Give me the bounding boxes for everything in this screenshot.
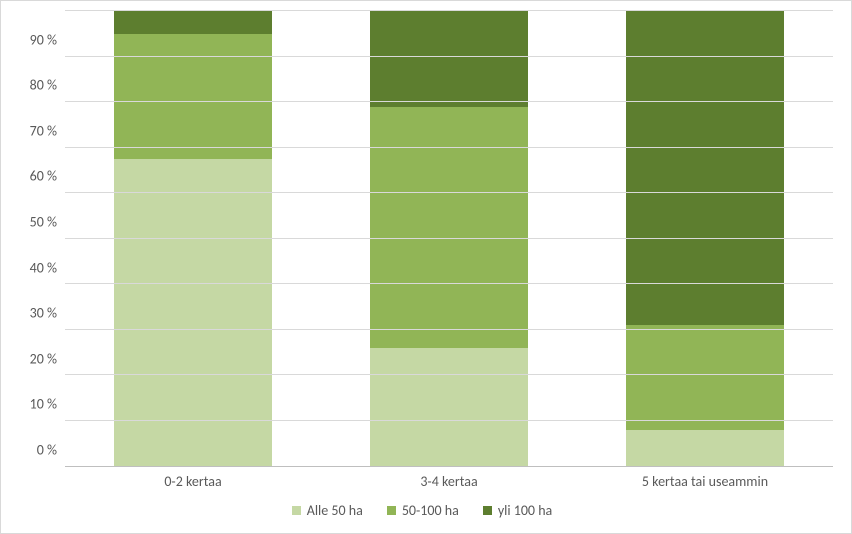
legend-swatch <box>387 506 396 515</box>
bar-slot <box>321 11 577 466</box>
bar-slot <box>577 11 833 466</box>
x-axis-row: 0-2 kertaa3-4 kertaa5 kertaa tai useammi… <box>11 473 833 490</box>
legend-swatch <box>483 506 492 515</box>
grid-line <box>65 420 833 421</box>
y-tick-label: 90 % <box>30 31 57 48</box>
y-axis: 0 %10 %20 %30 %40 %50 %60 %70 %80 %90 %1… <box>11 11 65 467</box>
x-tick-label: 3-4 kertaa <box>321 473 577 490</box>
bar <box>114 11 273 466</box>
bar-slot <box>65 11 321 466</box>
grid-line <box>65 10 833 11</box>
grid-line <box>65 283 833 284</box>
bar-segment <box>626 430 785 466</box>
bars-layer <box>65 11 833 466</box>
bar-segment <box>370 348 529 466</box>
legend-swatch <box>292 506 301 515</box>
y-tick-label: 50 % <box>30 214 57 231</box>
stacked-bar-chart: 0 % 10 % 20 % 30 % 40 % 50 % 60 % 70 % 80 % 90 % 1… <box>0 0 852 534</box>
x-tick-label: 5 kertaa tai useammin <box>577 473 833 490</box>
legend-item: Alle 50 ha <box>292 502 363 519</box>
x-axis-spacer <box>11 473 65 490</box>
grid-line <box>65 192 833 193</box>
grid-line <box>65 374 833 375</box>
legend-label: Alle 50 ha <box>307 502 363 519</box>
x-axis-labels: 0-2 kertaa3-4 kertaa5 kertaa tai useammi… <box>65 473 833 490</box>
y-tick-label: 10 % <box>30 396 57 413</box>
bar <box>626 11 785 466</box>
bar <box>370 11 529 466</box>
y-tick-label: 0 % <box>37 442 57 459</box>
y-tick-label: 80 % <box>30 77 57 94</box>
grid-line <box>65 101 833 102</box>
y-tick-label: 60 % <box>30 168 57 185</box>
plot-area <box>65 11 833 467</box>
y-tick-label: 20 % <box>30 350 57 367</box>
legend-item: yli 100 ha <box>483 502 552 519</box>
grid-line <box>65 329 833 330</box>
x-tick-label: 0-2 kertaa <box>65 473 321 490</box>
grid-line <box>65 147 833 148</box>
y-tick-label: 100 % <box>23 0 57 3</box>
legend-label: yli 100 ha <box>498 502 552 519</box>
bar-segment <box>626 325 785 430</box>
bar-segment <box>114 11 273 34</box>
y-tick-label: 40 % <box>30 259 57 276</box>
bar-segment <box>114 34 273 159</box>
y-tick-label: 30 % <box>30 305 57 322</box>
grid-line <box>65 238 833 239</box>
y-tick-label: 70 % <box>30 122 57 139</box>
legend-label: 50-100 ha <box>402 502 459 519</box>
legend-item: 50-100 ha <box>387 502 459 519</box>
legend: Alle 50 ha 50-100 ha yli 100 ha <box>11 502 833 519</box>
bar-segment <box>626 11 785 325</box>
grid-line <box>65 56 833 57</box>
bar-segment <box>370 107 529 348</box>
plot-row: 0 %10 %20 %30 %40 %50 %60 %70 %80 %90 %1… <box>11 11 833 467</box>
bar-segment <box>370 11 529 107</box>
